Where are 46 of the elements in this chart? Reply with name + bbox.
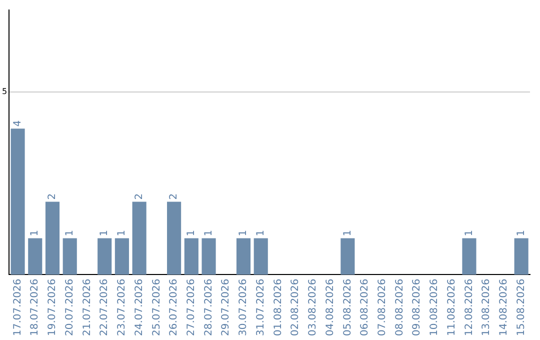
data-label: 2 [168,193,180,200]
x-tick-label: 11.08.2026 [446,278,458,336]
data-label: 2 [134,193,145,200]
data-label: 1 [464,230,475,236]
x-tick-label: 19.07.2026 [47,278,58,336]
x-tick-label: 26.07.2026 [168,278,180,336]
data-label: 1 [186,230,197,236]
x-tick-label: 25.07.2026 [151,278,162,336]
data-label: 1 [516,230,527,236]
x-tick-label: 10.08.2026 [429,278,440,336]
x-tick-label: 17.07.2026 [12,278,24,336]
x-tick-label: 23.07.2026 [116,278,128,336]
data-label: 1 [342,230,354,236]
x-tick-label: 15.08.2026 [516,278,527,336]
x-tick-label: 18.07.2026 [30,278,41,336]
y-tick-label: 5 [2,87,8,96]
x-tick-label: 21.07.2026 [82,278,93,336]
x-tick-label: 29.07.2026 [220,278,232,336]
x-tick-label: 09.08.2026 [412,278,423,336]
x-tick-label: 03.08.2026 [308,278,319,336]
x-tick-label: 24.07.2026 [134,278,145,336]
x-tick-label: 04.08.2026 [324,278,336,336]
data-label: 1 [116,230,128,236]
data-label: 1 [99,230,110,236]
x-tick-label: 06.08.2026 [360,278,371,336]
x-tick-label: 28.07.2026 [203,278,214,336]
x-tick-label: 02.08.2026 [290,278,302,336]
data-label: 1 [203,230,214,236]
data-label: 2 [47,193,58,200]
x-tick-label: 31.07.2026 [255,278,266,336]
x-tick-label: 14.08.2026 [498,278,510,336]
x-tick-label: 27.07.2026 [186,278,197,336]
data-label: 1 [255,230,266,236]
data-label: 1 [64,230,76,236]
x-tick-label: 08.08.2026 [394,278,406,336]
x-tick-label: 12.08.2026 [464,278,475,336]
data-label: 4 [12,120,24,127]
data-label: 1 [30,230,41,236]
x-tick-label: 01.08.2026 [272,278,284,336]
x-tick-label: 05.08.2026 [342,278,354,336]
x-tick-label: 07.08.2026 [377,278,388,336]
x-tick-label: 13.08.2026 [481,278,492,336]
data-label: 1 [238,230,250,236]
x-tick-label: 20.07.2026 [64,278,76,336]
x-tick-label: 30.07.2026 [238,278,250,336]
x-tick-label: 22.07.2026 [99,278,110,336]
